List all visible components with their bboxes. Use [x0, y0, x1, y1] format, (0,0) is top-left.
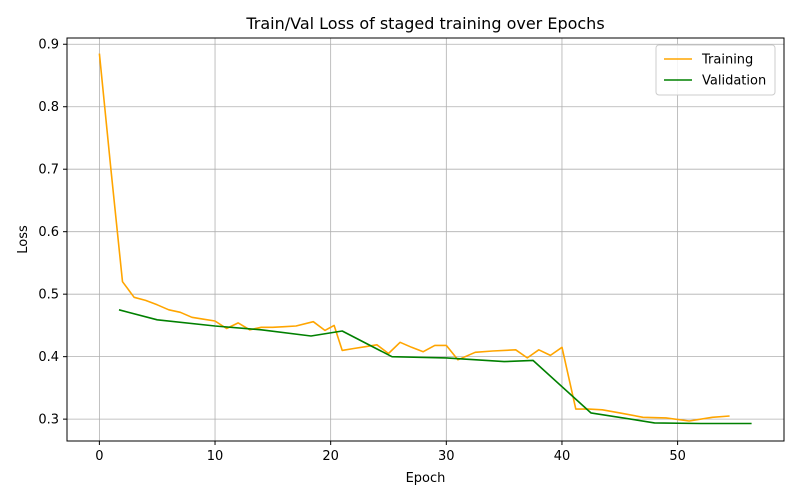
y-tick-label: 0.9 [38, 38, 59, 53]
axis-ticks: 0 10 20 30 40 50 0.3 0.4 0.5 0.6 0.7 0.8 0.9 [38, 38, 686, 464]
x-tick-label: 30 [438, 449, 455, 464]
chart-title: Train/Val Loss of staged training over E… [245, 14, 604, 33]
legend-label-training: Training [701, 53, 753, 68]
y-tick-label: 0.7 [38, 163, 59, 178]
grid-lines [67, 38, 784, 441]
y-tick-label: 0.3 [38, 413, 59, 428]
x-axis-label: Epoch [406, 471, 446, 486]
y-tick-label: 0.4 [38, 350, 59, 365]
y-tick-label: 0.5 [38, 288, 59, 303]
legend: Training Validation [655, 44, 776, 96]
x-tick-label: 20 [322, 449, 339, 464]
x-tick-label: 50 [669, 449, 686, 464]
x-tick-label: 10 [207, 449, 224, 464]
plot-frame [66, 37, 785, 442]
y-axis-label: Loss [16, 225, 31, 254]
legend-label-validation: Validation [702, 74, 766, 89]
y-tick-label: 0.6 [38, 225, 59, 240]
x-tick-label: 0 [95, 449, 103, 464]
series-lines [98, 53, 752, 425]
legend-box [655, 44, 776, 96]
y-tick-label: 0.8 [38, 100, 59, 115]
series-line-validation [118, 309, 752, 425]
x-tick-label: 40 [554, 449, 571, 464]
